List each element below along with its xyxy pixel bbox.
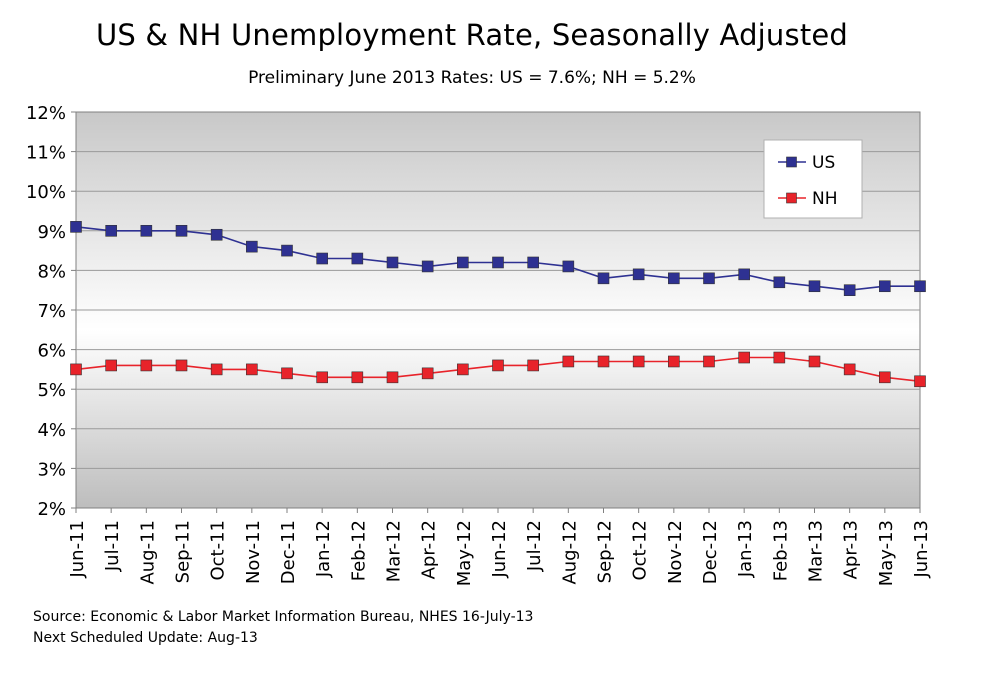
data-point-nh: [492, 359, 504, 372]
chart-title: US & NH Unemployment Rate, Seasonally Ad…: [95, 18, 849, 52]
data-point-us: [386, 256, 399, 269]
data-point-nh: [562, 355, 575, 368]
x-tick-label: Sep-12: [595, 520, 616, 583]
data-point-us: [105, 225, 117, 237]
data-point-nh: [527, 359, 539, 372]
x-tick-label: Feb-13: [770, 520, 791, 581]
y-tick-label: 9%: [37, 222, 66, 243]
x-tick-label: Dec-11: [278, 520, 299, 584]
data-point-nh: [914, 375, 926, 388]
data-point-nh: [210, 363, 223, 376]
data-point-us: [175, 225, 188, 237]
data-point-nh: [457, 363, 469, 376]
legend-box: [763, 139, 863, 219]
data-point-nh: [597, 355, 610, 368]
data-point-us: [246, 240, 258, 253]
data-point-nh: [668, 355, 680, 368]
data-point-us: [70, 221, 82, 233]
data-point-nh: [70, 363, 82, 376]
x-tick-label: Mar-13: [806, 520, 827, 582]
data-point-nh: [703, 355, 715, 368]
data-point-nh: [140, 359, 153, 372]
legend-marker-nh: [786, 192, 797, 204]
legend: US NH: [763, 139, 863, 219]
data-point-us: [632, 268, 645, 281]
data-point-us: [738, 268, 750, 281]
data-point-nh: [386, 371, 399, 384]
data-point-us: [808, 280, 821, 293]
source-note: Source: Economic & Labor Market Informat…: [33, 609, 534, 625]
data-point-nh: [175, 359, 188, 372]
legend-label-us: US: [812, 153, 835, 173]
data-point-us: [351, 252, 364, 265]
y-tick-label: 12%: [26, 103, 66, 124]
data-point-us: [773, 276, 786, 289]
y-tick-label: 11%: [26, 143, 66, 164]
x-tick-label: Oct-12: [630, 520, 651, 581]
update-note: Next Scheduled Update: Aug-13: [33, 630, 258, 646]
legend-label-nh: NH: [812, 189, 838, 209]
data-point-us: [140, 225, 153, 237]
x-tick-label: Jun-13: [911, 520, 932, 579]
data-point-nh: [105, 359, 117, 372]
x-tick-label: Jun-11: [67, 520, 88, 579]
x-tick-label: Nov-12: [665, 520, 686, 584]
data-point-nh: [808, 355, 821, 368]
data-point-us: [879, 280, 891, 293]
x-tick-label: Dec-12: [700, 520, 721, 584]
x-tick-label: Jan-13: [735, 520, 756, 578]
data-point-us: [316, 252, 328, 265]
data-point-us: [562, 260, 575, 273]
data-point-us: [914, 280, 926, 293]
x-tick-label: Sep-11: [173, 520, 194, 583]
x-tick-label: Jul-11: [102, 520, 123, 572]
x-tick-label: May-13: [876, 520, 897, 586]
data-point-nh: [879, 371, 891, 384]
x-tick-label: Jun-12: [489, 520, 510, 579]
y-tick-label: 6%: [37, 341, 66, 362]
data-point-nh: [316, 371, 328, 384]
x-tick-label: Aug-11: [137, 520, 158, 585]
x-tick-label: Feb-12: [348, 520, 369, 581]
data-point-nh: [632, 355, 645, 368]
y-tick-label: 4%: [37, 420, 66, 441]
x-tick-label: Apr-12: [419, 520, 440, 579]
x-tick-label: Apr-13: [841, 520, 862, 579]
y-tick-label: 2%: [37, 499, 66, 520]
x-tick-label: Oct-11: [208, 520, 229, 581]
x-tick-label: Jul-12: [524, 520, 545, 572]
data-point-us: [457, 256, 469, 269]
data-point-us: [703, 272, 715, 285]
data-point-nh: [738, 351, 750, 364]
data-point-us: [668, 272, 680, 285]
legend-marker-us: [786, 156, 797, 168]
chart-subtitle: Preliminary June 2013 Rates: US = 7.6%; …: [248, 68, 696, 88]
data-point-us: [281, 244, 293, 257]
x-tick-label: Mar-12: [384, 520, 405, 582]
data-point-nh: [773, 351, 786, 364]
data-point-us: [492, 256, 504, 269]
x-tick-label: Aug-12: [559, 520, 580, 585]
y-tick-label: 7%: [37, 301, 66, 322]
data-point-nh: [421, 367, 434, 380]
data-point-nh: [246, 363, 258, 376]
y-tick-label: 3%: [37, 459, 66, 480]
data-point-nh: [843, 363, 856, 376]
y-tick-label: 5%: [37, 380, 66, 401]
data-point-nh: [351, 371, 364, 384]
y-tick-label: 10%: [26, 182, 66, 203]
x-tick-label: Jan-12: [313, 520, 334, 578]
y-tick-label: 8%: [37, 261, 66, 282]
data-point-nh: [281, 367, 293, 380]
data-point-us: [843, 284, 856, 297]
data-point-us: [597, 272, 610, 285]
data-point-us: [527, 256, 539, 269]
data-point-us: [210, 228, 223, 241]
x-tick-label: Nov-11: [243, 520, 264, 584]
x-tick-label: May-12: [454, 520, 475, 586]
data-point-us: [421, 260, 434, 273]
